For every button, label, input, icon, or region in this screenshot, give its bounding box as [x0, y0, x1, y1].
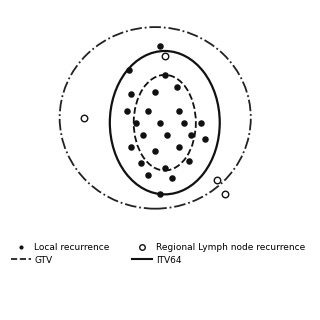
Point — [157, 192, 163, 197]
Point — [164, 132, 170, 137]
Point — [215, 178, 220, 183]
Point — [157, 120, 163, 125]
Point — [188, 132, 194, 137]
Point — [146, 108, 151, 113]
Point — [181, 120, 187, 125]
Point — [177, 144, 182, 149]
Point — [129, 144, 134, 149]
Point — [146, 173, 151, 178]
Point — [153, 149, 158, 154]
Point — [177, 108, 182, 113]
Point — [141, 132, 146, 137]
Point — [81, 115, 86, 120]
Point — [157, 44, 163, 49]
Point — [169, 175, 174, 180]
Point — [162, 53, 167, 58]
Point — [124, 108, 129, 113]
Point — [153, 89, 158, 94]
Point — [198, 120, 203, 125]
Point — [174, 84, 179, 89]
Point — [203, 137, 208, 142]
Point — [129, 92, 134, 97]
Point — [222, 192, 227, 197]
Legend: Local recurrence, GTV, Regional Lymph node recurrence, ITV64: Local recurrence, GTV, Regional Lymph no… — [11, 243, 305, 265]
Point — [138, 161, 143, 166]
Point — [162, 165, 167, 171]
Point — [133, 120, 139, 125]
Point — [126, 68, 132, 73]
Point — [162, 72, 167, 77]
Point — [186, 158, 191, 164]
